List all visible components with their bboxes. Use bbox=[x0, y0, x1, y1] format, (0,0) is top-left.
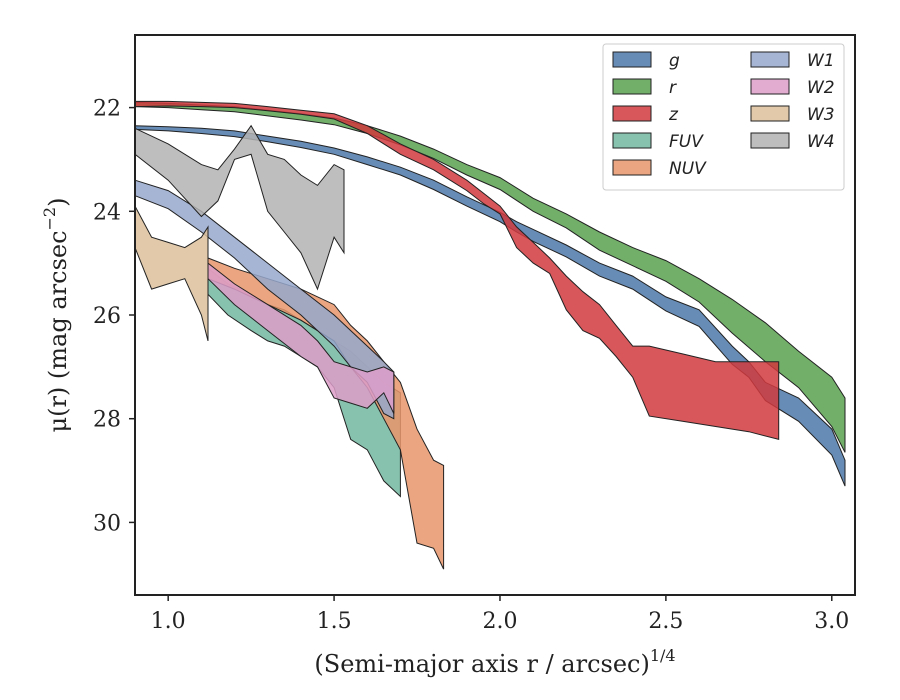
legend: grz FUV NUV W1 W2 W3 W4 bbox=[602, 43, 845, 191]
legend-label-fuv: FUV bbox=[669, 132, 704, 152]
legend-label-z: z bbox=[668, 105, 679, 125]
series-band-w3 bbox=[134, 205, 209, 342]
legend-swatch-w2 bbox=[750, 78, 790, 95]
series-band-w1 bbox=[134, 179, 395, 420]
x-axis: 1.0 1.5 2.0 2.5 3.0 bbox=[151, 595, 849, 634]
x-tick-label: 3.0 bbox=[814, 609, 849, 634]
legend-swatch-g bbox=[612, 51, 652, 68]
legend-label-w4: W4 bbox=[807, 132, 835, 152]
legend-label-nuv: NUV bbox=[669, 159, 707, 179]
y-axis-label: μ(r) (mag arcsec−2) bbox=[40, 198, 72, 433]
legend-swatch-fuv bbox=[612, 132, 652, 149]
legend-label-w3: W3 bbox=[807, 105, 835, 125]
x-tick-label: 2.5 bbox=[648, 609, 683, 634]
y-tick-label: 22 bbox=[93, 97, 121, 122]
y-tick-label: 24 bbox=[93, 200, 121, 225]
legend-label-w1: W1 bbox=[807, 51, 835, 71]
legend-swatch-w1 bbox=[750, 51, 790, 68]
series-band-r bbox=[134, 101, 846, 453]
series-band-w2 bbox=[207, 262, 395, 414]
legend-label-r: r bbox=[669, 78, 677, 98]
legend-swatch-nuv bbox=[612, 159, 652, 176]
legend-swatch-w4 bbox=[750, 132, 790, 149]
y-tick-label: 28 bbox=[93, 408, 121, 433]
legend-swatch-w3 bbox=[750, 105, 790, 122]
legend-label-w2: W2 bbox=[807, 78, 835, 98]
bands-layer bbox=[134, 100, 846, 570]
legend-swatch-r bbox=[612, 78, 652, 95]
legend-label-g: g bbox=[669, 51, 680, 71]
y-tick-label: 26 bbox=[93, 304, 121, 329]
series-band-w4 bbox=[134, 124, 345, 291]
x-axis-label: (Semi-major axis r / arcsec)1/4 bbox=[314, 646, 675, 678]
y-tick-label: 30 bbox=[93, 511, 121, 536]
series-band-g bbox=[134, 125, 846, 487]
legend-swatch-z bbox=[612, 105, 652, 122]
x-tick-label: 1.0 bbox=[151, 609, 186, 634]
x-tick-label: 1.5 bbox=[317, 609, 352, 634]
x-tick-label: 2.0 bbox=[482, 609, 517, 634]
series-band-z bbox=[134, 100, 780, 441]
y-axis: 22 24 26 28 30 bbox=[93, 97, 135, 536]
